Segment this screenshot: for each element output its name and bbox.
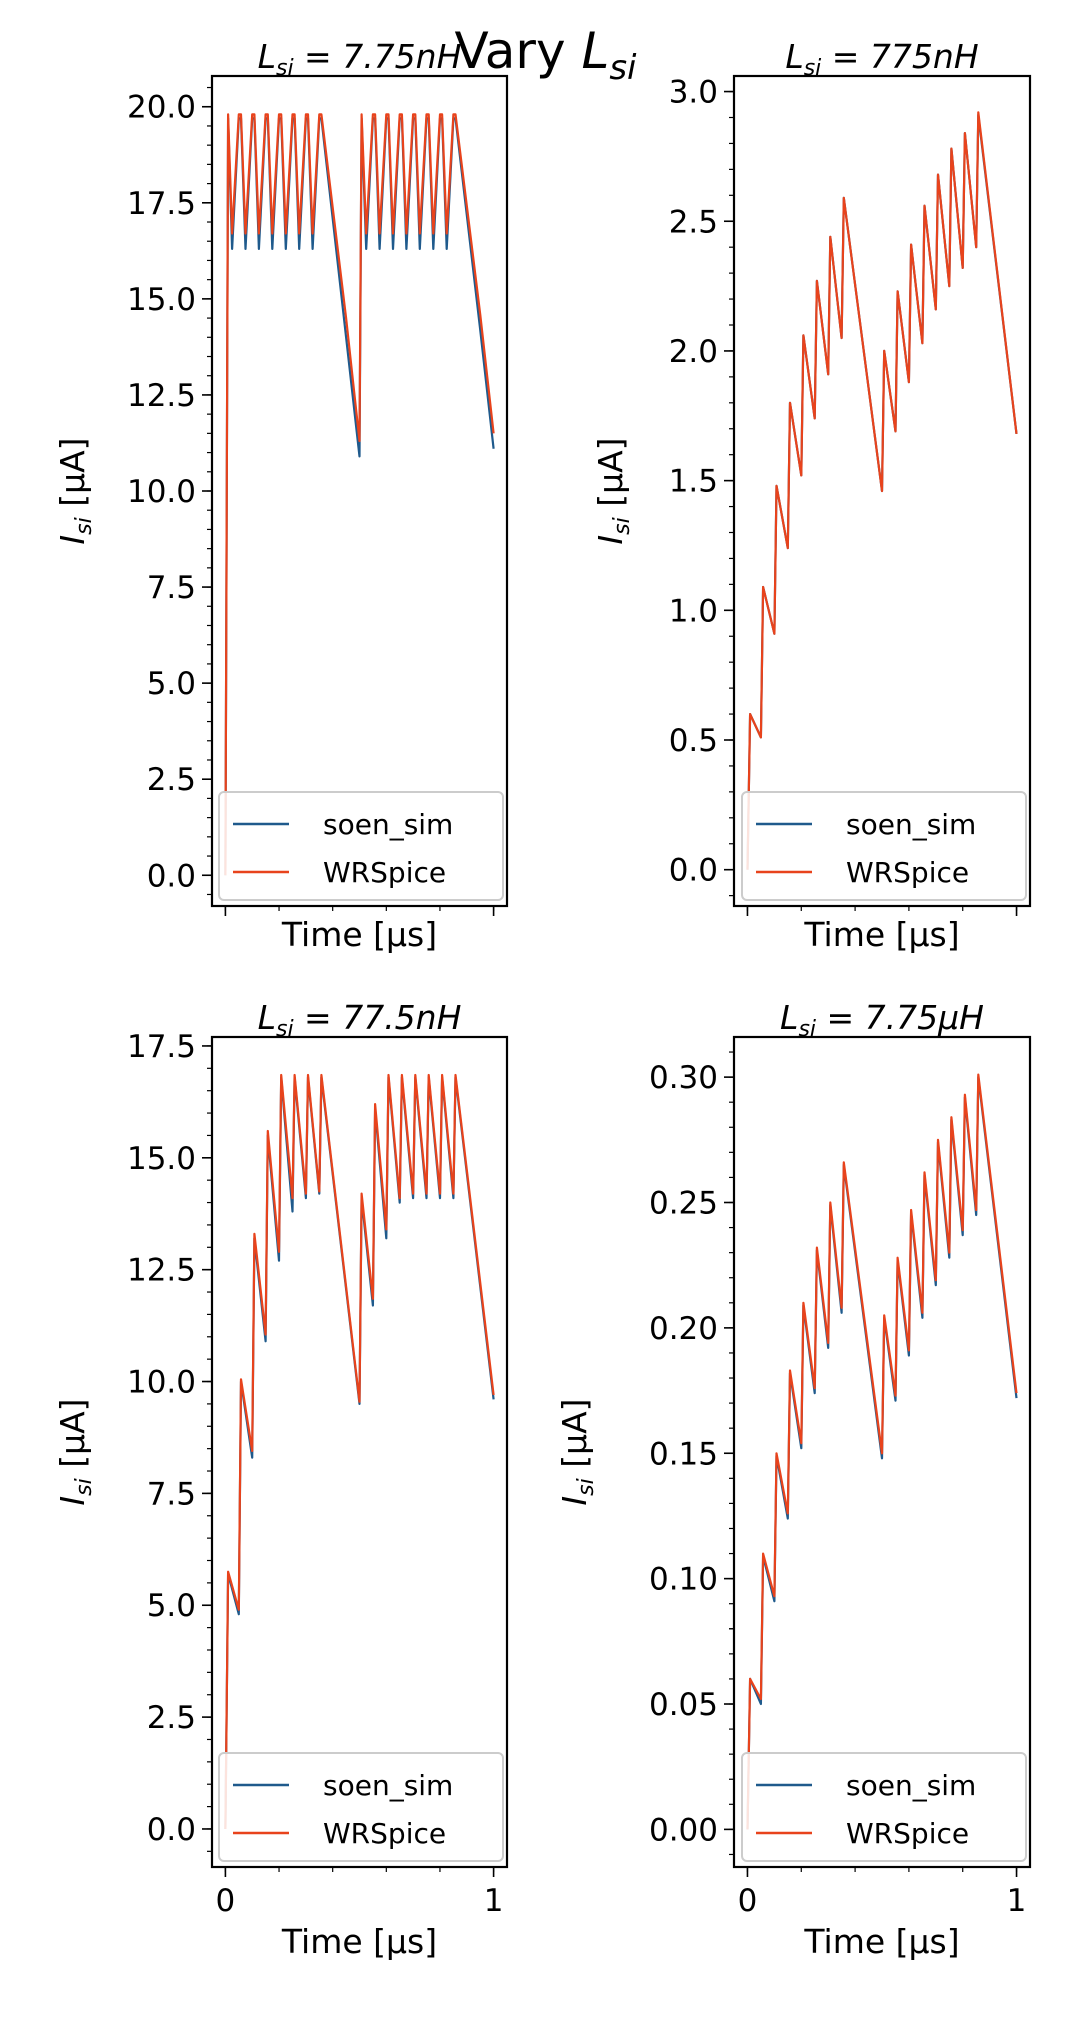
legend-label: soen_sim [323,1769,453,1802]
y-tick-label: 0.0 [147,858,196,894]
y-tick-label: 2.0 [669,334,718,370]
y-tick-label: 12.5 [127,1253,196,1289]
y-tick-label: 2.5 [147,1700,196,1736]
x-tick-label: 0 [738,1883,758,1919]
y-tick-label: 0.05 [649,1687,718,1723]
y-tick-label: 0.0 [669,853,718,889]
y-tick-label: 0.0 [147,1812,196,1848]
y-tick-label: 7.5 [147,1476,196,1512]
y-tick-label: 0.25 [649,1185,718,1221]
y-axis-label: Isi [μA] [53,1398,97,1505]
subplot-2: 0.0 0.5 1.0 1.5 2.0 2.5 3.0 Lsi = 775nH Time [μs… [591,37,1032,954]
legend: soen_sim WRSpice [741,791,1027,901]
y-tick-label: 7.5 [147,570,196,606]
legend-label: WRSpice [323,1817,446,1850]
legend-box [741,1752,1027,1862]
x-axis-label: Time [μs] [281,915,437,954]
y-tick-label: 5.0 [147,1588,196,1624]
figure-title-var: L [581,22,610,80]
subplot-title: Lsi = 77.5nH [258,998,462,1042]
legend-label: soen_sim [846,1769,976,1802]
subplot-4: 0.00 0.05 0.10 0.15 0.20 0.25 0.30 0 1 Lsi = 7.75… [555,998,1032,1961]
y-tick-label: 3.0 [669,75,718,111]
x-axis-label: Time [μs] [803,915,959,954]
series-line-wrspice [224,1073,495,1830]
y-tick-label: 0.00 [649,1812,718,1848]
x-tick-label: 1 [484,1883,504,1919]
legend-label: soen_sim [323,808,453,841]
legend: soen_sim WRSpice [741,1752,1027,1862]
legend-box [741,791,1027,901]
legend-box [218,791,504,901]
x-tick-label: 1 [1007,1883,1027,1919]
legend: soen_sim WRSpice [218,791,504,901]
legend-label: WRSpice [323,856,446,889]
y-tick-label: 15.0 [127,282,196,318]
figure-title: Vary Lsi [0,22,1091,88]
subplot-title: Lsi = 7.75μH [780,998,984,1042]
series-line-wrspice [746,111,1018,870]
x-tick-label: 0 [216,1883,236,1919]
subplot-title: Lsi = 775nH [785,37,978,81]
subplot-3: 0.0 2.5 5.0 7.5 10.0 12.5 15.0 17.5 0 1 Lsi = 77.5… [53,998,509,1961]
y-tick-label: 1.5 [669,464,718,500]
y-tick-label: 0.20 [649,1311,718,1347]
y-tick-label: 0.30 [649,1060,718,1096]
legend-label: WRSpice [846,856,969,889]
axes-frame [732,74,1032,908]
axes-frame [732,1035,1032,1869]
y-tick-label: 2.5 [147,762,196,798]
figure-title-sub: si [609,48,637,88]
y-axis-label: Isi [μA] [591,437,635,544]
legend: soen_sim WRSpice [218,1752,504,1862]
y-tick-label: 5.0 [147,666,196,702]
y-tick-label: 0.15 [649,1436,718,1472]
figure-title-text: Vary [454,22,582,80]
y-tick-label: 0.10 [649,1562,718,1598]
y-tick-label: 2.5 [669,204,718,240]
x-axis-label: Time [μs] [803,1922,959,1961]
y-axis-label: Isi [μA] [555,1398,599,1505]
subplot-1: 0.0 2.5 5.0 7.5 10.0 12.5 15.0 17.5 20.0 Lsi = 7.… [53,37,509,954]
series-line-soen-sim [224,117,495,876]
subplot-title: Lsi = 7.75nH [258,37,462,81]
y-tick-label: 20.0 [127,90,196,126]
y-tick-label: 1.0 [669,593,718,629]
y-tick-label: 10.0 [127,474,196,510]
y-tick-label: 0.5 [669,723,718,759]
legend-box [218,1752,504,1862]
y-tick-label: 10.0 [127,1365,196,1401]
y-tick-label: 12.5 [127,378,196,414]
axes-frame [210,1035,509,1869]
legend-label: soen_sim [846,808,976,841]
legend-label: WRSpice [846,1817,969,1850]
x-axis-label: Time [μs] [281,1922,437,1961]
y-tick-label: 17.5 [127,186,196,222]
y-tick-label: 17.5 [127,1029,196,1065]
axes-frame [210,74,509,908]
series-line-wrspice [746,1073,1018,1830]
series-line-wrspice [224,113,495,876]
y-tick-label: 15.0 [127,1141,196,1177]
y-axis-label: Isi [μA] [53,437,97,544]
